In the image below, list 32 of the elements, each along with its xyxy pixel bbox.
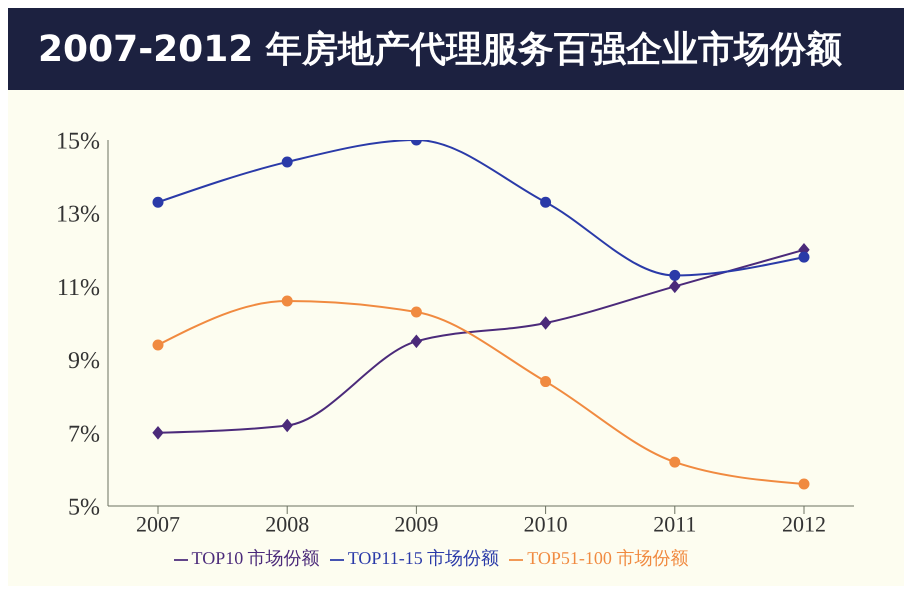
legend-label: TOP51-100 市场份额	[527, 548, 688, 568]
point	[410, 306, 422, 318]
point	[152, 196, 164, 208]
point	[282, 296, 293, 307]
legend-label: TOP10 市场份额	[192, 548, 320, 568]
point	[152, 339, 164, 350]
y-tick-label: 5%	[68, 494, 100, 521]
point	[798, 478, 810, 490]
point	[798, 252, 810, 263]
point	[669, 270, 680, 281]
x-tick-label: 2009	[394, 512, 438, 537]
point	[669, 456, 680, 468]
y-tick-label: 9%	[68, 348, 100, 374]
point	[669, 280, 680, 293]
chart-title: 2007-2012 年房地产代理服务百强企业市场份额	[8, 8, 904, 90]
point	[540, 376, 552, 388]
legend-label: TOP11-15 市场份额	[348, 548, 500, 568]
point	[152, 426, 164, 440]
point	[540, 196, 552, 208]
point	[282, 156, 293, 168]
point	[540, 316, 552, 330]
point	[410, 334, 422, 348]
x-tick-label: 2010	[524, 512, 568, 537]
x-tick-label: 2007	[136, 512, 180, 537]
y-tick-label: 11%	[56, 274, 100, 301]
y-tick-label: 7%	[68, 421, 100, 448]
y-tick-label: 13%	[56, 202, 100, 228]
x-tick-label: 2008	[265, 512, 310, 537]
y-tick-label: 15%	[56, 128, 100, 155]
x-tick-label: 2012	[782, 512, 826, 537]
point	[282, 418, 293, 432]
x-tick-label: 2011	[653, 512, 696, 537]
